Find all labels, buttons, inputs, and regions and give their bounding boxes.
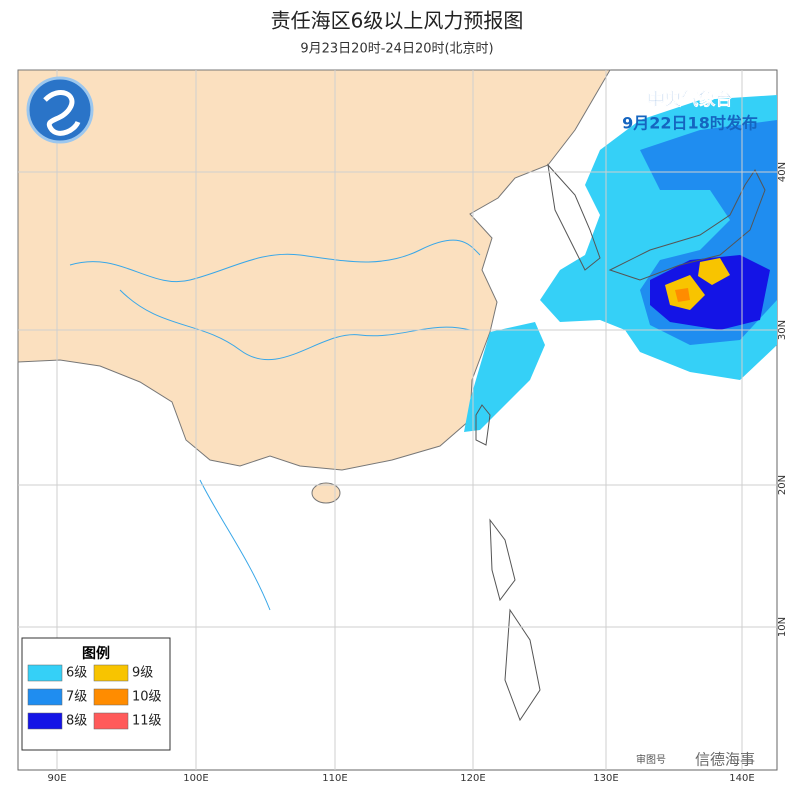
legend-label: 8级 — [66, 714, 87, 729]
legend-swatch — [93, 712, 129, 730]
wind-area-9 — [698, 258, 730, 285]
longitude-label: 90E — [47, 773, 66, 784]
legend-items: 6级 9级 7级 10级 8级 11级 — [27, 664, 162, 730]
latitude-label: 40N — [777, 162, 788, 182]
coast — [489, 518, 541, 722]
legend-label: 7级 — [66, 690, 87, 705]
river — [199, 479, 271, 611]
latitude-label: 20N — [777, 475, 788, 495]
wind-area-8 — [650, 255, 770, 330]
legend-swatch — [27, 688, 63, 706]
legend-swatch — [93, 664, 129, 682]
legend-swatch — [27, 664, 63, 682]
legend-title: 图例 — [82, 645, 110, 662]
coast — [547, 163, 601, 271]
coast — [475, 404, 491, 446]
coast — [608, 169, 766, 281]
title: 责任海区6级以上风力预报图 — [271, 9, 524, 33]
legend-label: 9级 — [132, 666, 153, 681]
longitude-label: 130E — [593, 773, 618, 784]
issuer-time: 9月22日18时发布 — [622, 114, 758, 133]
wind-area-10 — [675, 288, 690, 302]
subtitle: 9月23日20时-24日20时(北京时) — [300, 42, 493, 57]
legend-label: 6级 — [66, 666, 87, 681]
wind-area-6 — [464, 322, 545, 432]
longitude-label: 120E — [460, 773, 485, 784]
legend-label: 10级 — [132, 690, 162, 705]
logo — [26, 76, 94, 144]
issuer-name: 中央气象台 — [648, 89, 733, 110]
legend: 图例 6级 9级 7级 10级 8级 11级 — [21, 637, 171, 751]
hainan — [311, 482, 341, 504]
legend-swatch — [93, 688, 129, 706]
longitude-label: 110E — [322, 773, 347, 784]
longitude-label: 140E — [729, 773, 754, 784]
map-number: 审图号 — [636, 753, 666, 766]
watermark: 信德海事 — [695, 751, 755, 769]
legend-label: 11级 — [132, 714, 162, 729]
land — [17, 69, 611, 471]
longitude-label: 100E — [183, 773, 208, 784]
legend-swatch — [27, 712, 63, 730]
river — [69, 239, 481, 283]
latitude-label: 30N — [777, 320, 788, 340]
axis-labels: 90E 100E 110E 120E 130E 140E 40N 30N 20N 10N — [47, 162, 788, 784]
latitude-label: 10N — [777, 617, 788, 637]
river — [119, 289, 471, 361]
